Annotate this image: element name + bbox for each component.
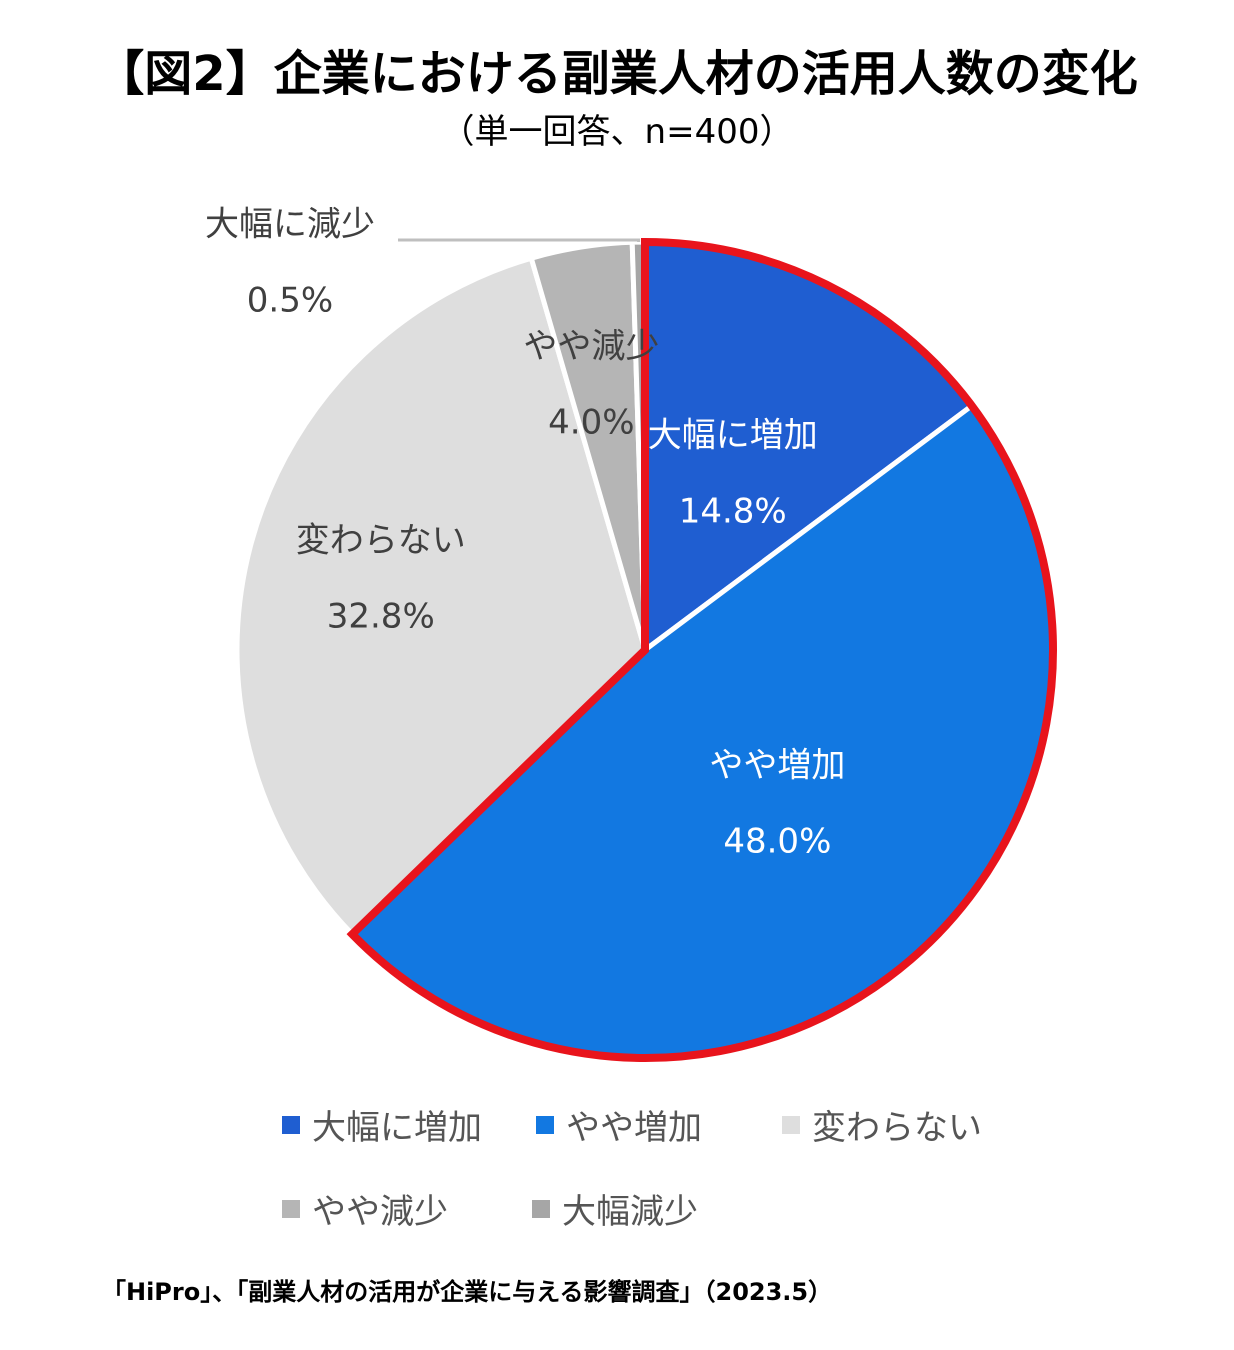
legend-label: 変わらない bbox=[812, 1108, 982, 1148]
legend-swatch bbox=[282, 1115, 300, 1134]
legend-label: やや増加 bbox=[566, 1108, 702, 1148]
slice-value-label: 32.8% bbox=[327, 597, 435, 637]
slice-value-label: 0.5% bbox=[247, 281, 333, 321]
chart-subtitle: （単一回答、n=400） bbox=[440, 112, 794, 152]
slice-category-label: やや減少 bbox=[523, 327, 659, 367]
pie-slices bbox=[234, 239, 1056, 1061]
chart-title: 【図2】企業における副業人材の活用人数の変化 bbox=[96, 46, 1138, 102]
legend-swatch bbox=[532, 1199, 550, 1218]
slice-category-label: やや増加 bbox=[709, 746, 845, 786]
slice-value-label: 4.0% bbox=[548, 403, 634, 443]
highlight-border bbox=[346, 237, 1057, 1062]
slice-category-label: 変わらない bbox=[296, 521, 466, 561]
pie-slice bbox=[234, 255, 648, 937]
legend-item: 大幅に増加 bbox=[282, 1100, 482, 1149]
legend-swatch bbox=[282, 1199, 300, 1218]
slice-category-label: 大幅に減少 bbox=[205, 205, 375, 245]
slice-value-label: 48.0% bbox=[723, 822, 831, 862]
legend-item: やや減少 bbox=[282, 1184, 448, 1233]
source-note: 「HiPro」、「副業人材の活用が企業に与える影響調査」（2023.5） bbox=[102, 1278, 833, 1306]
legend-label: 大幅減少 bbox=[562, 1192, 698, 1232]
slice-category-label: 大幅に増加 bbox=[648, 415, 818, 455]
legend-label: 大幅に増加 bbox=[312, 1108, 482, 1148]
highlight-outline bbox=[346, 237, 1057, 1062]
slice-value-label: 14.8% bbox=[679, 491, 787, 531]
legend-swatch bbox=[536, 1115, 554, 1134]
leader-line bbox=[398, 238, 641, 243]
legend-swatch bbox=[782, 1115, 800, 1134]
legend-item: 変わらない bbox=[782, 1100, 982, 1149]
legend-item: 大幅減少 bbox=[532, 1184, 698, 1233]
legend-item: やや増加 bbox=[536, 1100, 702, 1149]
data-labels: 大幅に増加 14.8% やや増加 48.0% 変わらない 32.8% やや減少 4.0% 大幅に… bbox=[205, 205, 845, 862]
legend-label: やや減少 bbox=[312, 1192, 448, 1232]
leader-lines bbox=[398, 238, 641, 243]
